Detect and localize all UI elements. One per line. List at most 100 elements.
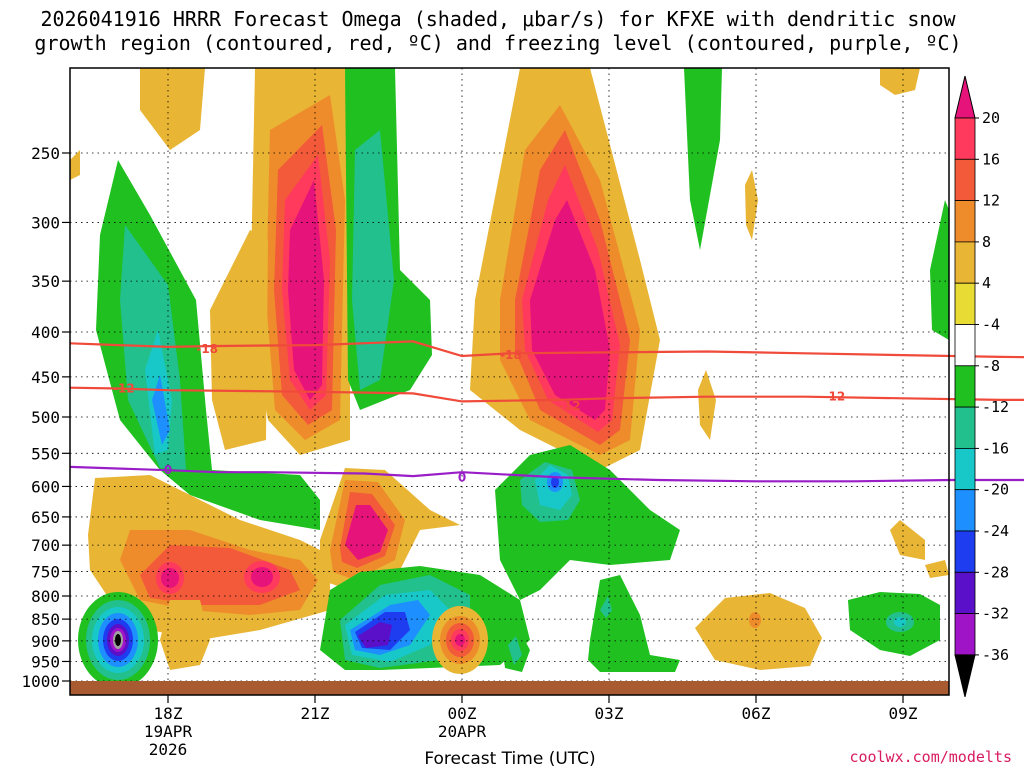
colorbar-label--16: -16 xyxy=(982,439,1009,457)
x-tick-label-21Z: 21Z xyxy=(301,704,330,723)
colorbar-label--20: -20 xyxy=(982,481,1009,499)
colorbar-bottom-arrow xyxy=(954,654,976,698)
chart-title-line2: growth region (contoured, red, ºC) and f… xyxy=(34,31,961,55)
negative-column-3 xyxy=(152,375,170,445)
colorbar-label--4: -4 xyxy=(982,316,1000,334)
y-tick-label-850: 850 xyxy=(31,610,60,629)
y-tick-label-750: 750 xyxy=(31,562,60,581)
y-tick-label-700: 700 xyxy=(31,536,60,555)
positive-core-22z-34 xyxy=(345,505,388,560)
colorbar-label--24: -24 xyxy=(982,522,1009,540)
colorbar-label--12: -12 xyxy=(982,398,1009,416)
contour-dendritic-0 xyxy=(69,340,1024,359)
credit-text: coolwx.com/modelts xyxy=(849,748,1012,766)
y-tick-label-350: 350 xyxy=(31,272,60,291)
colorbar-segment-12 xyxy=(954,613,976,656)
contour-label-0: -18 xyxy=(196,342,218,356)
svg-text:0: 0 xyxy=(164,463,172,477)
colorbar-segment-2 xyxy=(954,200,976,243)
colorbar-segment-5 xyxy=(954,324,976,367)
y-tick-label-950: 950 xyxy=(31,652,60,671)
negative-lowlevel-23z-40 xyxy=(358,622,392,648)
x-tick-label-06Z: 06Z xyxy=(742,704,771,723)
negative-feature-right-22 xyxy=(930,200,949,340)
y-tick-label-600: 600 xyxy=(31,477,60,496)
ground-surface-bar xyxy=(70,681,949,695)
colorbar-segment-6 xyxy=(954,365,976,408)
colorbar-segment-8 xyxy=(954,447,976,491)
y-tick-label-400: 400 xyxy=(31,323,60,342)
colorbar-label-16: 16 xyxy=(982,150,1000,168)
positive-feature-right-23 xyxy=(698,370,716,440)
positive-feature-right-21 xyxy=(745,170,758,240)
y-tick-label-650: 650 xyxy=(31,508,60,527)
colorbar-label--28: -28 xyxy=(982,563,1009,581)
y-tick-label-500: 500 xyxy=(31,408,60,427)
negative-small-01z-47 xyxy=(508,636,522,665)
negative-lowlevel-09z-60 xyxy=(894,617,906,627)
colorbar-label--32: -32 xyxy=(982,605,1009,623)
contour-dendritic-1 xyxy=(69,386,1024,403)
svg-text:-12: -12 xyxy=(824,390,846,404)
chart-title-line1: 2026041916 HRRR Forecast Omega (shaded, … xyxy=(40,7,956,31)
colorbar-label-20: 20 xyxy=(982,109,1000,127)
y-tick-label-300: 300 xyxy=(31,213,60,232)
contour-label-3: -12 xyxy=(559,399,581,413)
colorbar-segment-1 xyxy=(954,158,976,202)
contour-label-4: -12 xyxy=(824,390,846,404)
positive-core-20z-30 xyxy=(251,567,273,587)
y-tick-label-800: 800 xyxy=(31,587,60,606)
negative-feature-right-19 xyxy=(684,68,722,250)
positive-core-18z-28 xyxy=(161,568,179,588)
x-tick-label-03Z: 03Z xyxy=(595,704,624,723)
x-tick-sublabel1-00Z: 20APR xyxy=(438,722,487,741)
contour-label-1: -12 xyxy=(113,382,135,396)
colorbar-segment-9 xyxy=(954,489,976,532)
y-tick-label-900: 900 xyxy=(31,632,60,651)
colorbar-segment-10 xyxy=(954,530,976,573)
colorbar-label--8: -8 xyxy=(982,357,1000,375)
colorbar-segment-4 xyxy=(954,282,976,325)
y-tick-label-1000: 1000 xyxy=(21,672,60,691)
positive-lowlevel-09z-62 xyxy=(925,560,949,578)
colorbar: 20 16 12 8 4 -4 -8 -12 -16 -20 -24 -28 -32 -36 xyxy=(954,75,1009,698)
contour-label-5: 0 xyxy=(164,463,172,477)
contour-freezing-2 xyxy=(69,465,1024,483)
x-tick-label-18Z: 18Z xyxy=(154,704,183,723)
positive-fringe-11 xyxy=(210,230,268,450)
svg-text:-12: -12 xyxy=(113,382,135,396)
colorbar-label-4: 4 xyxy=(982,274,991,292)
y-axis: 250 300 350 400 450 500 550 600 650 700 750 800 850 9… xyxy=(21,144,70,691)
svg-text:-12: -12 xyxy=(559,399,581,413)
contour-label-6: 0 xyxy=(458,470,466,484)
svg-text:0: 0 xyxy=(458,470,466,484)
colorbar-segment-7 xyxy=(954,406,976,449)
positive-plume-02z-18 xyxy=(530,200,610,420)
colorbar-segment-11 xyxy=(954,571,976,614)
negative-core-17z-71 xyxy=(115,634,121,646)
x-tick-label-00Z: 00Z xyxy=(448,704,477,723)
colorbar-label-8: 8 xyxy=(982,233,991,251)
x-tick-sublabel1-18Z: 19APR xyxy=(144,722,193,741)
negative-lowlevel-03z-54 xyxy=(588,575,680,672)
y-tick-label-450: 450 xyxy=(31,368,60,387)
y-tick-label-550: 550 xyxy=(31,444,60,463)
colorbar-label--36: -36 xyxy=(982,646,1009,664)
positive-lowlevel-09z-61 xyxy=(890,520,925,560)
positive-lowlevel-06z-57 xyxy=(749,612,761,628)
negative-midlevel-02z-53 xyxy=(552,545,560,562)
positive-lowlevel-06z-56 xyxy=(695,593,822,670)
svg-text:-18: -18 xyxy=(196,342,218,356)
colorbar-label-12: 12 xyxy=(982,192,1000,210)
colorbar-segment-0 xyxy=(954,117,976,160)
x-tick-label-09Z: 09Z xyxy=(889,704,918,723)
colorbar-segment-3 xyxy=(954,241,976,284)
contour-label-2: -18 xyxy=(500,348,522,362)
colorbar-top-arrow xyxy=(954,75,976,119)
x-tick-sublabel2-18Z: 2026 xyxy=(149,740,188,759)
y-tick-label-250: 250 xyxy=(31,144,60,163)
positive-upper-4 xyxy=(140,68,205,150)
positive-upper-5 xyxy=(70,150,80,180)
x-axis-label: Forecast Time (UTC) xyxy=(424,749,595,768)
